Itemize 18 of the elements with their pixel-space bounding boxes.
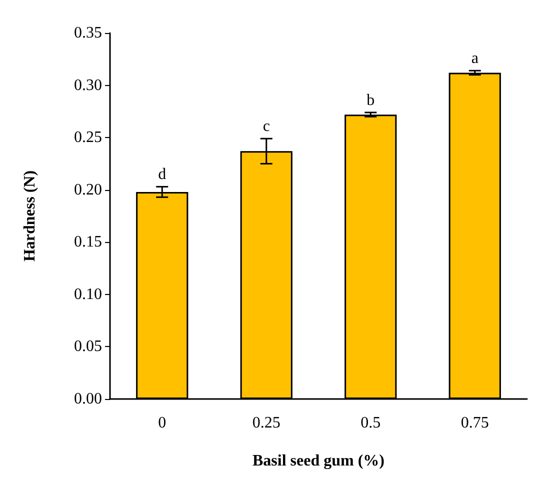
y-tick-label: 0.10 <box>74 286 102 303</box>
y-tick-label: 0.35 <box>74 24 102 42</box>
x-tick-label: 0.5 <box>360 414 381 432</box>
annotation: c <box>262 118 270 136</box>
y-tick-label: 0.25 <box>74 129 102 146</box>
annotation: d <box>158 166 166 184</box>
x-tick-label: 0.75 <box>460 414 489 432</box>
y-tick-label: 0.05 <box>74 338 102 356</box>
y-tick-label: 0.30 <box>74 76 102 94</box>
x-axis-title: Basil seed gum (%) <box>252 452 384 470</box>
x-tick-label: 0 <box>158 414 166 432</box>
y-tick-label: 0.20 <box>74 181 102 198</box>
y-axis-title: Hardness (N) <box>22 170 38 262</box>
annotation: a <box>471 50 478 68</box>
y-tick-label: 0.15 <box>74 234 102 251</box>
y-tick-label: 0.00 <box>74 390 102 408</box>
x-tick-label: 0.25 <box>252 414 280 432</box>
annotation: b <box>366 92 375 109</box>
